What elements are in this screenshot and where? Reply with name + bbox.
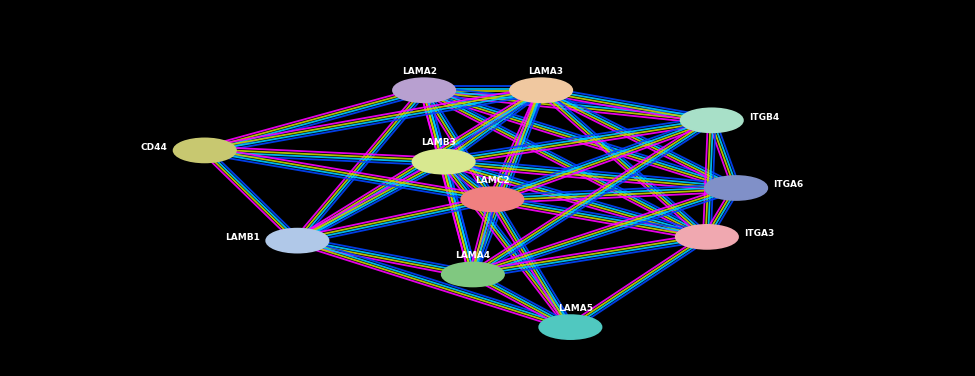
Circle shape: [442, 262, 504, 287]
Text: LAMA4: LAMA4: [455, 251, 490, 260]
Text: ITGA3: ITGA3: [744, 229, 774, 238]
Circle shape: [266, 229, 329, 253]
Circle shape: [393, 78, 455, 102]
Text: ITGB4: ITGB4: [749, 113, 779, 122]
Text: LAMA5: LAMA5: [558, 304, 593, 313]
Circle shape: [174, 138, 236, 162]
Circle shape: [539, 315, 602, 339]
Circle shape: [705, 176, 767, 200]
Circle shape: [461, 187, 524, 211]
Circle shape: [676, 225, 738, 249]
Text: LAMB3: LAMB3: [421, 138, 456, 147]
Text: LAMA3: LAMA3: [528, 67, 564, 76]
Text: LAMC2: LAMC2: [475, 176, 510, 185]
Text: CD44: CD44: [140, 143, 168, 152]
Text: LAMA2: LAMA2: [402, 67, 437, 76]
Text: ITGA6: ITGA6: [773, 180, 803, 190]
Text: LAMB1: LAMB1: [225, 233, 260, 242]
Circle shape: [681, 108, 743, 132]
Circle shape: [510, 78, 572, 102]
Circle shape: [412, 150, 475, 174]
